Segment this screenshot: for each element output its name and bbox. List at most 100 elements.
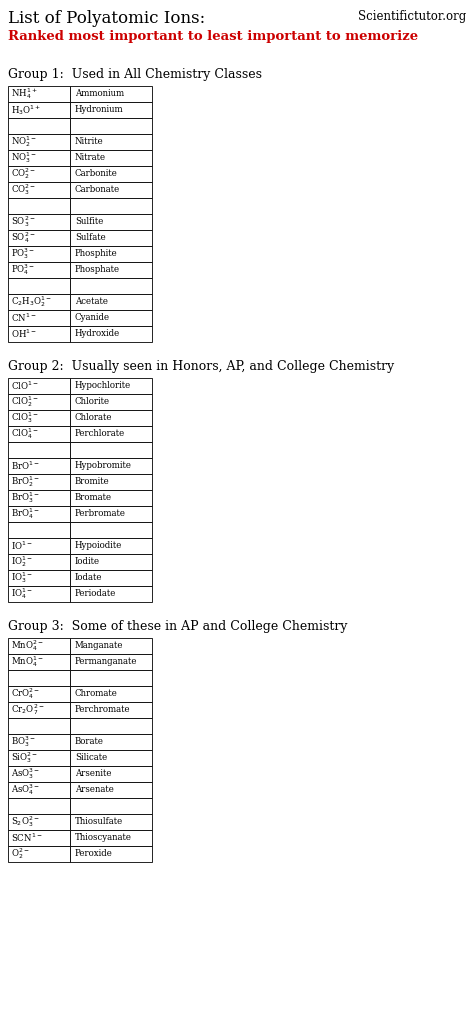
Text: Perbromate: Perbromate [75, 510, 126, 518]
Text: SO$_4^{2-}$: SO$_4^{2-}$ [11, 230, 36, 246]
Text: AsO$_3^{3-}$: AsO$_3^{3-}$ [11, 767, 40, 781]
Bar [8, 570, 70, 586]
Text: Iodite: Iodite [75, 557, 100, 567]
Bar [70, 214, 152, 230]
Bar [70, 230, 152, 246]
Text: NO$_2^{1-}$: NO$_2^{1-}$ [11, 134, 37, 150]
Bar [8, 150, 70, 166]
Bar [70, 766, 152, 782]
Bar [8, 734, 70, 750]
Text: Periodate: Periodate [75, 589, 117, 599]
Bar [70, 750, 152, 766]
Text: BrO$_2^{1-}$: BrO$_2^{1-}$ [11, 475, 40, 489]
Bar [70, 166, 152, 182]
Bar [8, 586, 70, 602]
Bar [8, 766, 70, 782]
Text: CN$^{1-}$: CN$^{1-}$ [11, 312, 36, 324]
Text: Perchromate: Perchromate [75, 706, 131, 714]
Bar [70, 686, 152, 702]
Bar [70, 134, 152, 150]
Text: OH$^{1-}$: OH$^{1-}$ [11, 328, 37, 341]
Bar [8, 798, 70, 814]
Text: O$_2^{2-}$: O$_2^{2-}$ [11, 846, 29, 862]
Bar [70, 86, 152, 102]
Bar [8, 490, 70, 506]
Bar [70, 670, 152, 686]
Text: BrO$_3^{1-}$: BrO$_3^{1-}$ [11, 490, 40, 506]
Text: Iodate: Iodate [75, 574, 102, 582]
Text: Carbonite: Carbonite [75, 169, 118, 179]
Bar [8, 426, 70, 442]
Text: IO$_2^{1-}$: IO$_2^{1-}$ [11, 554, 33, 570]
Bar [70, 262, 152, 278]
Bar [70, 538, 152, 554]
Text: S$_2$O$_3^{2-}$: S$_2$O$_3^{2-}$ [11, 814, 40, 830]
Text: Acetate: Acetate [75, 297, 108, 307]
Text: Thiosulfate: Thiosulfate [75, 817, 123, 827]
Text: Chlorite: Chlorite [75, 397, 110, 407]
Text: ClO$^{1-}$: ClO$^{1-}$ [11, 380, 39, 392]
Text: MnO$_4^{1-}$: MnO$_4^{1-}$ [11, 654, 44, 670]
Bar [70, 246, 152, 262]
Bar [8, 506, 70, 522]
Text: Thioscyanate: Thioscyanate [75, 834, 132, 842]
Text: IO$_4^{1-}$: IO$_4^{1-}$ [11, 586, 33, 602]
Bar [70, 830, 152, 846]
Text: Bromate: Bromate [75, 493, 112, 503]
Bar [8, 166, 70, 182]
Text: Hypobromite: Hypobromite [75, 461, 132, 471]
Text: BrO$^{1-}$: BrO$^{1-}$ [11, 460, 40, 473]
Text: Carbonate: Carbonate [75, 186, 120, 194]
Bar [70, 490, 152, 506]
Bar [8, 294, 70, 310]
Bar [8, 118, 70, 134]
Bar [70, 278, 152, 294]
Bar [70, 442, 152, 458]
Bar [8, 326, 70, 342]
Text: Nitrite: Nitrite [75, 137, 104, 147]
Text: Hypochlorite: Hypochlorite [75, 382, 131, 390]
Bar [70, 394, 152, 410]
Text: CO$_2^{2-}$: CO$_2^{2-}$ [11, 166, 36, 182]
Text: NO$_3^{1-}$: NO$_3^{1-}$ [11, 151, 37, 165]
Text: Group 3:  Some of these in AP and College Chemistry: Group 3: Some of these in AP and College… [8, 620, 347, 633]
Text: Cyanide: Cyanide [75, 314, 110, 322]
Text: Group 2:  Usually seen in Honors, AP, and College Chemistry: Group 2: Usually seen in Honors, AP, and… [8, 360, 394, 373]
Bar [70, 198, 152, 214]
Bar [8, 474, 70, 490]
Bar [70, 506, 152, 522]
Text: Group 1:  Used in All Chemistry Classes: Group 1: Used in All Chemistry Classes [8, 68, 262, 80]
Bar [8, 378, 70, 394]
Text: Peroxide: Peroxide [75, 849, 113, 859]
Bar [70, 798, 152, 814]
Bar [8, 830, 70, 846]
Bar [70, 458, 152, 474]
Text: Permanganate: Permanganate [75, 657, 137, 667]
Text: Arsenate: Arsenate [75, 785, 114, 795]
Bar [8, 246, 70, 262]
Text: Silicate: Silicate [75, 753, 107, 763]
Text: Chromate: Chromate [75, 689, 118, 699]
Text: Scientifictutor.org: Scientifictutor.org [358, 10, 466, 23]
Text: Hydronium: Hydronium [75, 105, 124, 115]
Bar [8, 198, 70, 214]
Bar [8, 182, 70, 198]
Bar [70, 554, 152, 570]
Bar [8, 102, 70, 118]
Text: BO$_3^{3-}$: BO$_3^{3-}$ [11, 735, 36, 749]
Text: H$_3$O$^{1+}$: H$_3$O$^{1+}$ [11, 103, 41, 117]
Text: Arsenite: Arsenite [75, 770, 111, 778]
Text: ClO$_2^{1-}$: ClO$_2^{1-}$ [11, 394, 39, 410]
Bar [70, 294, 152, 310]
Text: SCN$^{1-}$: SCN$^{1-}$ [11, 832, 43, 844]
Bar [70, 846, 152, 862]
Bar [70, 118, 152, 134]
Bar [70, 474, 152, 490]
Text: MnO$_4^{2-}$: MnO$_4^{2-}$ [11, 639, 44, 653]
Bar [8, 782, 70, 798]
Bar [8, 394, 70, 410]
Bar [8, 410, 70, 426]
Text: Manganate: Manganate [75, 642, 124, 650]
Text: Perchlorate: Perchlorate [75, 429, 125, 439]
Bar [8, 442, 70, 458]
